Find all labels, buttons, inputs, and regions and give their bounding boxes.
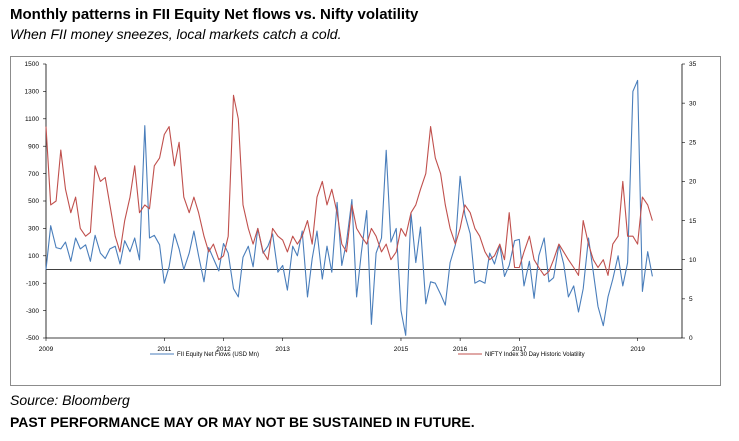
left-tick-label: 500 xyxy=(28,198,39,205)
legend-label-volatility: NIFTY Index 30 Day Historic Volatility xyxy=(485,352,585,358)
left-tick-label: -500 xyxy=(26,335,39,342)
right-tick-label: 15 xyxy=(689,218,697,225)
right-tick-label: 20 xyxy=(689,179,697,186)
right-tick-label: 25 xyxy=(689,139,697,146)
x-tick-label: 2012 xyxy=(216,346,231,353)
left-tick-label: 1100 xyxy=(25,116,39,123)
left-tick-label: 1500 xyxy=(25,61,40,68)
left-tick-label: 300 xyxy=(28,226,39,233)
right-tick-label: 0 xyxy=(689,335,693,342)
x-tick-label: 2011 xyxy=(157,346,171,353)
right-tick-label: 35 xyxy=(689,61,697,68)
chart-title: Monthly patterns in FII Equity Net flows… xyxy=(10,6,419,23)
right-tick-label: 5 xyxy=(689,296,693,303)
x-tick-label: 2019 xyxy=(630,346,645,353)
legend-label-fii: FII Equity Net Flows (USD Mn) xyxy=(177,352,259,358)
nifty-volatility-line xyxy=(45,94,653,276)
left-tick-label: 100 xyxy=(28,253,39,260)
x-tick-label: 2009 xyxy=(39,346,54,353)
chart-subtitle: When FII money sneezes, local markets ca… xyxy=(10,26,342,42)
x-tick-label: 2015 xyxy=(394,346,409,353)
left-tick-label: -300 xyxy=(26,308,39,315)
left-tick-label: -100 xyxy=(26,280,39,287)
x-tick-label: 2017 xyxy=(512,346,527,353)
chart-frame xyxy=(10,56,721,386)
x-tick-label: 2016 xyxy=(453,346,468,353)
right-tick-label: 10 xyxy=(689,257,697,264)
left-tick-label: 1300 xyxy=(25,89,40,96)
right-tick-label: 30 xyxy=(689,100,697,107)
x-tick-label: 2013 xyxy=(275,346,290,353)
source-note: Source: Bloomberg xyxy=(10,392,130,408)
disclaimer: PAST PERFORMANCE MAY OR MAY NOT BE SUSTA… xyxy=(10,414,475,430)
left-tick-label: 900 xyxy=(28,143,39,150)
left-tick-label: 700 xyxy=(28,171,39,178)
fii-flows-line xyxy=(45,79,653,336)
